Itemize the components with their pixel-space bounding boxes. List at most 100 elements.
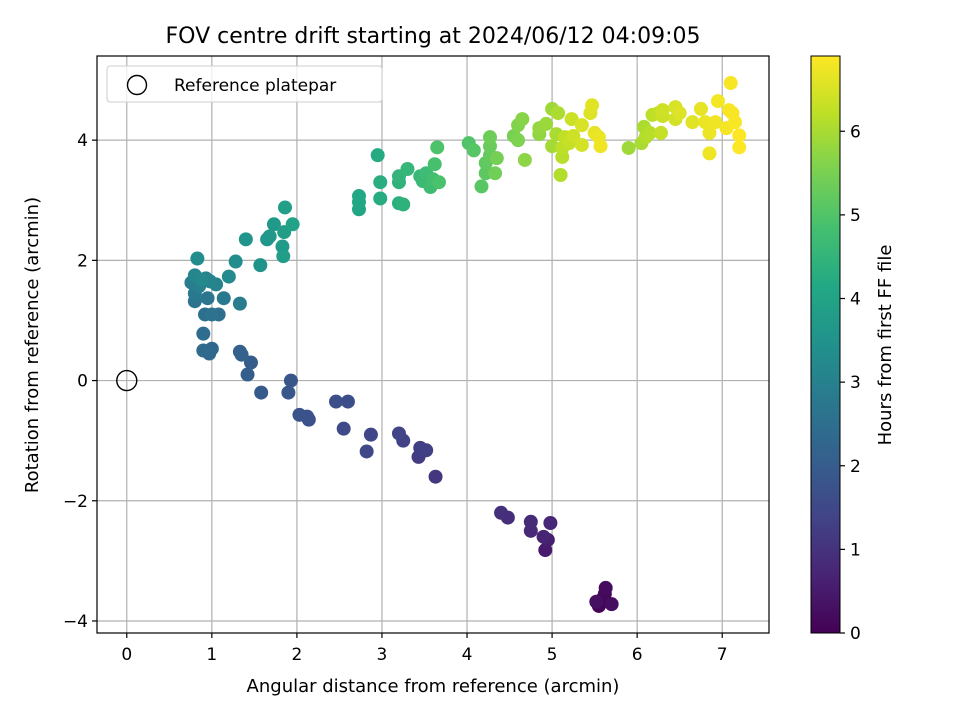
data-point [430,140,445,155]
reference-platepar-marker [116,369,138,392]
colorbar-tick-label: 3 [850,373,861,393]
data-point [593,139,608,154]
data-point [370,148,385,163]
data-point [708,115,723,130]
data-point [194,272,209,287]
data-point [489,151,504,166]
x-tick-label: 6 [632,645,643,665]
data-point [266,217,281,232]
y-tick-label: 4 [77,131,88,151]
data-point [281,385,296,400]
colorbar-label: Hours from first FF file [875,245,896,446]
data-point [466,143,481,158]
colorbar: 0 1 2 3 4 5 6 Hours from first FF file [810,55,896,644]
data-point [515,112,530,127]
y-tick-label: −4 [63,612,88,632]
data-point [574,137,589,152]
data-point [400,161,415,176]
x-axis-label: Angular distance from reference (arcmin) [247,676,620,697]
data-point [523,514,538,529]
data-point [653,125,668,140]
data-point [283,373,298,388]
data-point [243,355,258,370]
x-tick-label: 3 [377,645,388,665]
colorbar-gradient [810,55,841,634]
data-point [564,112,579,127]
y-tick-label: 2 [77,251,88,271]
x-tick-label: 2 [291,645,302,665]
legend-reference-icon [126,74,148,96]
x-tick-label: 7 [717,645,728,665]
data-point [598,580,613,595]
data-point [292,407,307,422]
x-tick-label: 1 [206,645,217,665]
data-point [732,140,747,155]
data-point [196,343,211,358]
data-point [329,394,344,409]
legend-box [106,65,383,103]
reference-marker-layer [116,369,138,392]
colorbar-tick-label: 2 [850,457,861,477]
data-point [655,103,670,118]
data-point [702,125,717,140]
data-point [551,106,566,121]
data-point [723,76,738,91]
data-point [359,444,374,459]
x-tick-label: 4 [462,645,473,665]
y-tick-label: −2 [63,492,88,512]
x-axis-ticks: 0 1 2 3 4 5 6 7 [121,633,728,665]
data-point [340,394,355,409]
data-point [351,189,366,204]
data-point [204,307,219,322]
data-point [710,94,725,109]
plot-frame [96,55,770,634]
legend: Reference platepar [106,65,383,103]
data-point [698,115,713,130]
data-point [553,168,568,183]
data-point [672,106,687,121]
data-point [234,347,249,362]
data-point [240,367,255,382]
data-point [536,529,551,544]
data-point [566,128,581,143]
y-axis-label: Rotation from reference (arcmin) [22,197,43,493]
data-point [373,191,388,206]
data-point [431,175,446,190]
data-point [391,426,406,441]
data-point [221,269,236,284]
chart-title: FOV centre drift starting at 2024/06/12 … [166,24,701,49]
y-tick-label: 0 [77,372,88,392]
colorbar-ticks: 0 1 2 3 4 5 6 [840,122,861,644]
data-point [511,133,526,148]
data-point [336,421,351,436]
data-point [396,197,411,212]
data-point [488,166,503,181]
colorbar-tick-label: 6 [850,122,861,142]
data-point [363,427,378,442]
data-point [732,128,747,143]
data-point [228,254,243,269]
data-point [589,594,604,609]
data-point [693,101,708,116]
data-point [373,175,388,190]
data-point [621,140,636,155]
colorbar-tick-label: 4 [850,290,861,310]
data-point [427,157,442,172]
data-point [277,200,292,215]
data-point [685,115,700,130]
data-point [543,516,558,531]
colorbar-tick-label: 0 [850,624,861,644]
data-point [428,469,443,484]
y-axis-ticks: −4 −2 0 2 4 [63,131,97,632]
data-point [539,116,554,131]
data-point [642,125,657,140]
data-point [276,249,291,264]
colorbar-tick-label: 1 [850,540,861,560]
data-point [727,115,742,130]
data-point [216,291,231,306]
data-point [585,98,600,113]
data-point [419,443,434,458]
data-point [574,118,589,133]
data-point [482,130,497,145]
